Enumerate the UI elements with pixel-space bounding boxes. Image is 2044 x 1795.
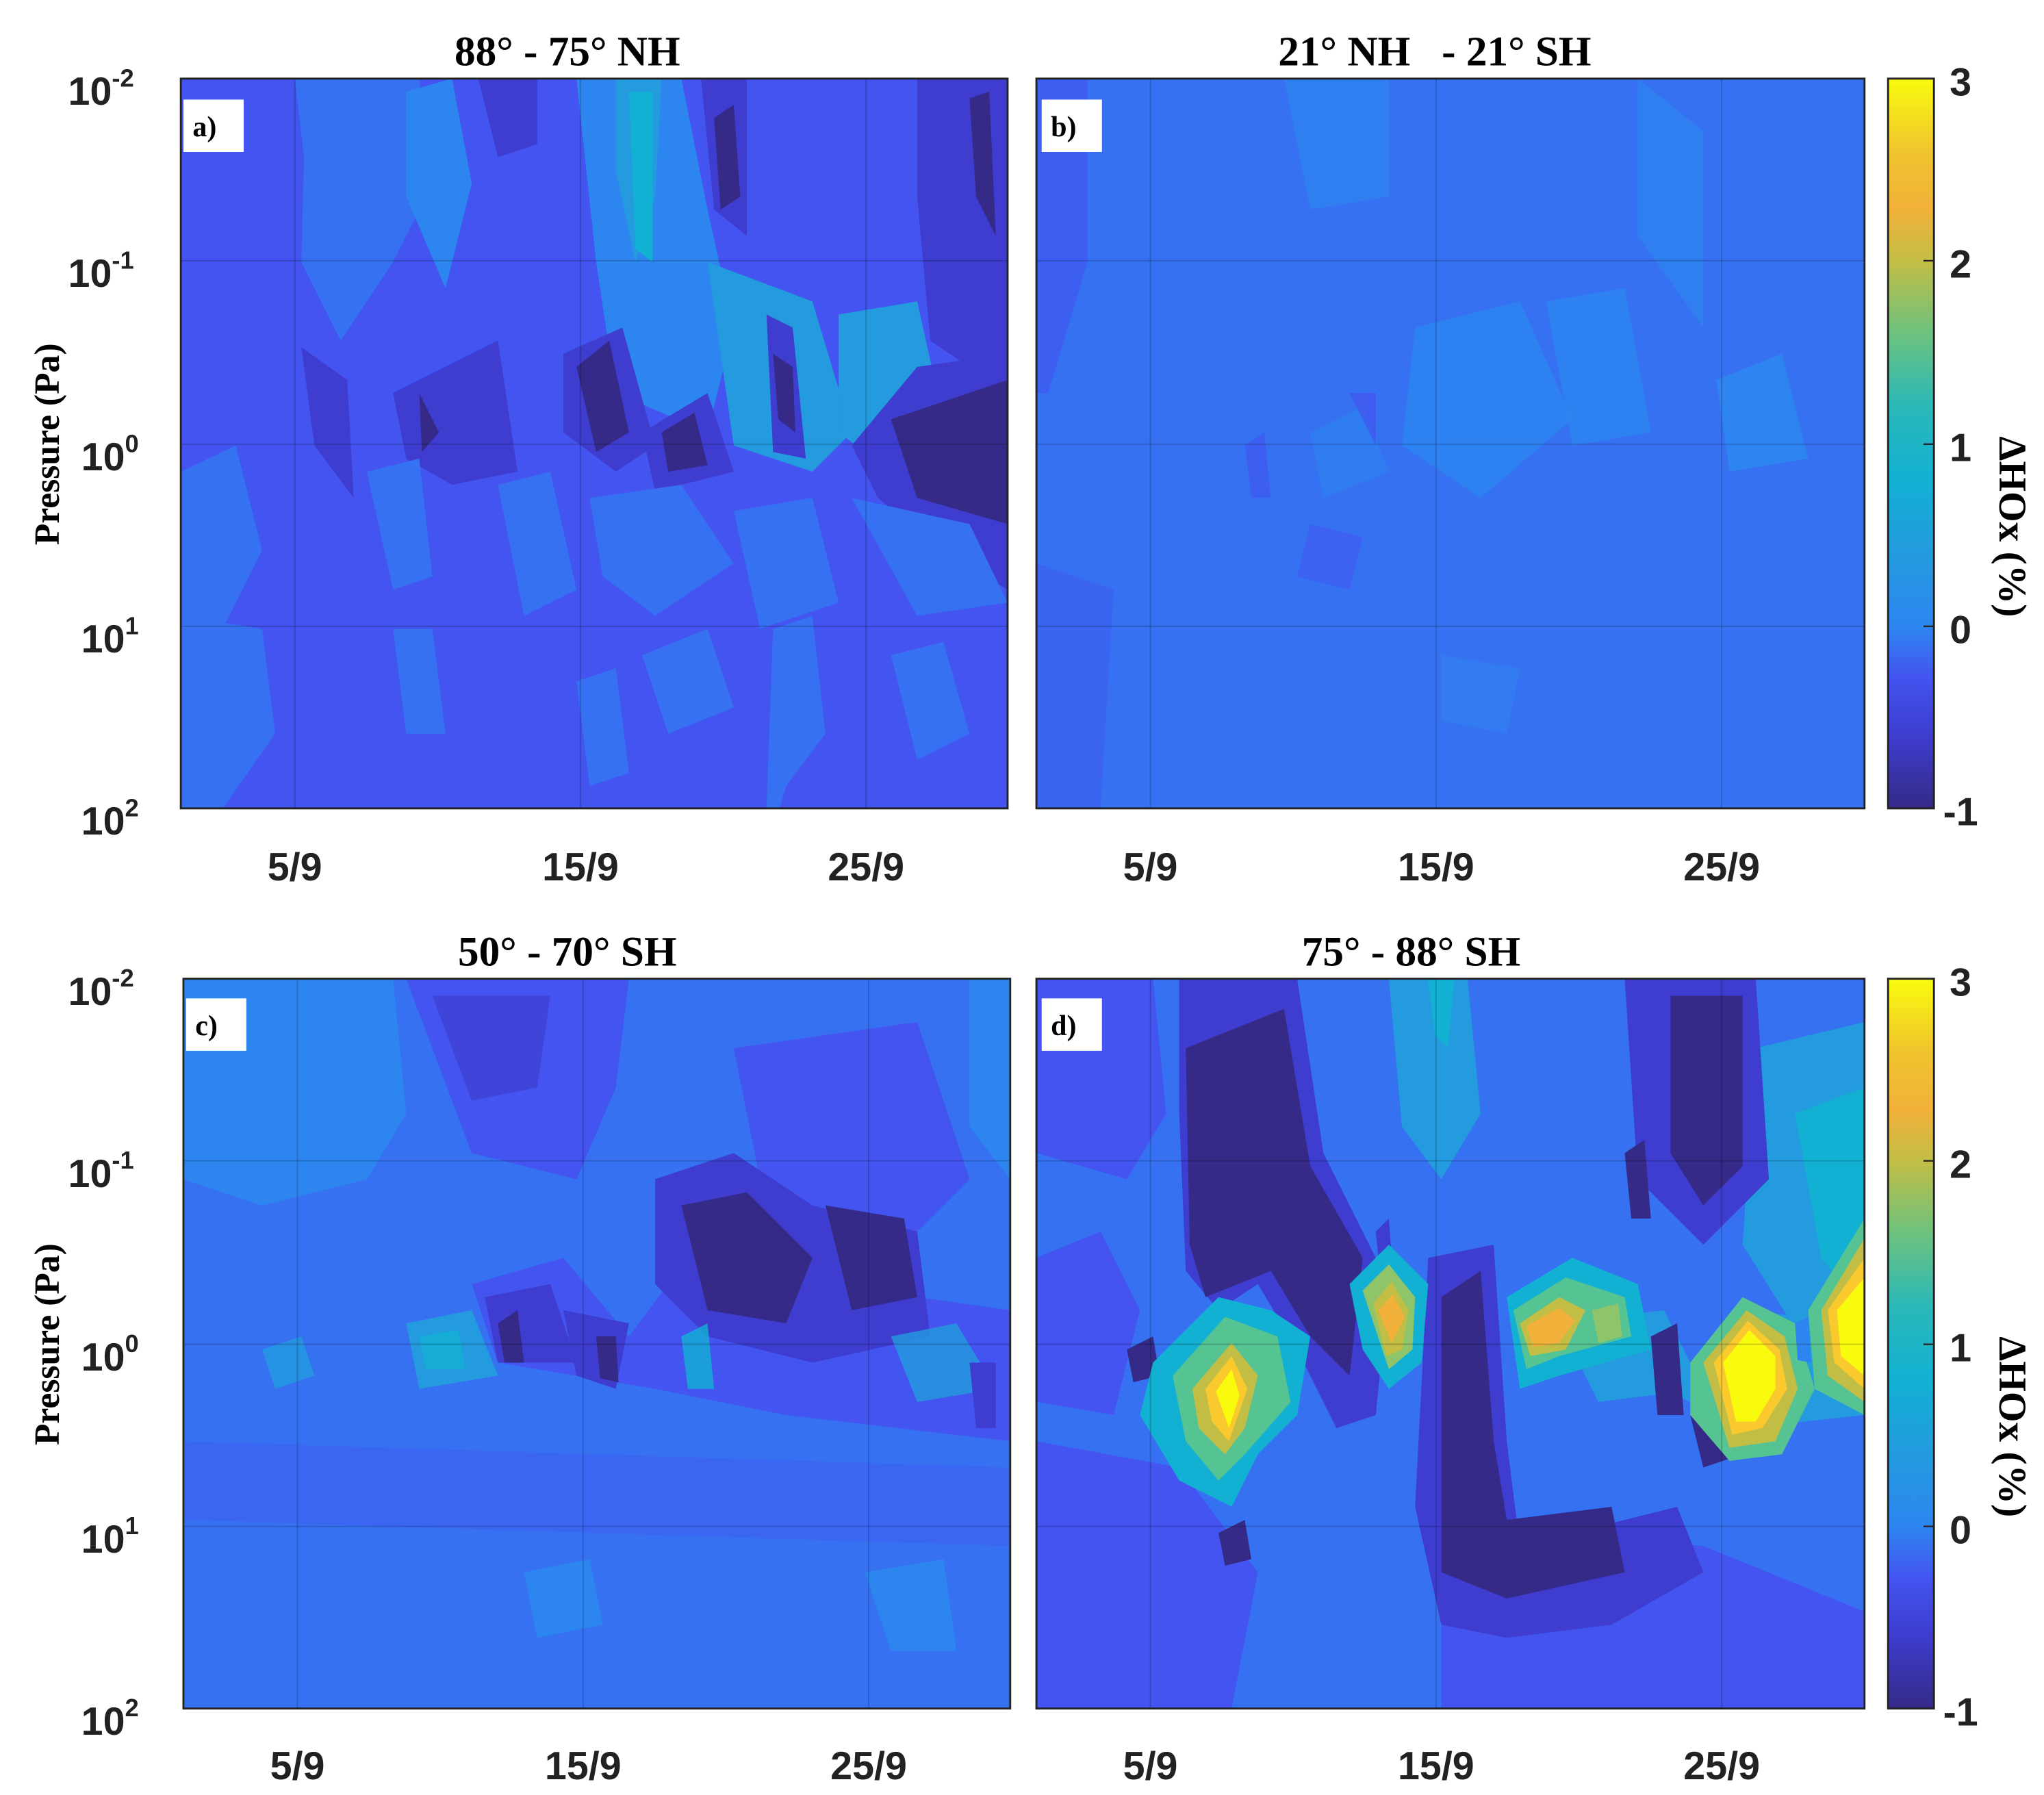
panel-b: 21° NH - 21° SH b)	[1035, 29, 1866, 810]
panel-c: 50° - 70° SH	[182, 929, 1012, 1710]
svg-text:5/9: 5/9	[270, 1744, 325, 1788]
svg-text:102: 102	[81, 793, 139, 843]
panel-d-label: d)	[1051, 1010, 1076, 1042]
svg-text:25/9: 25/9	[830, 1744, 907, 1788]
panel-a-axes-box	[179, 77, 1009, 810]
panel-d-label-box	[1041, 998, 1102, 1051]
panel-b-label: b)	[1051, 111, 1076, 143]
svg-text:101: 101	[81, 1512, 139, 1562]
panel-a-contours	[181, 78, 1008, 809]
svg-text:100: 100	[81, 429, 139, 479]
svg-text:10-2: 10-2	[68, 964, 134, 1014]
panel-c-axes-box	[182, 978, 1012, 1710]
svg-text:5/9: 5/9	[268, 845, 322, 889]
svg-text:10-1: 10-1	[68, 246, 134, 296]
svg-text:2: 2	[1950, 243, 1971, 287]
svg-text:101: 101	[81, 611, 139, 661]
x-ticks-b: 5/9 15/9 25/9	[1123, 845, 1760, 889]
y-axis-top: Pressure (Pa) 10-2 10-1 100 101 102	[28, 64, 139, 843]
panel-b-contours	[1036, 78, 1865, 809]
svg-text:2: 2	[1950, 1143, 1971, 1187]
svg-text:3: 3	[1950, 61, 1971, 105]
svg-text:1: 1	[1950, 1327, 1971, 1371]
panel-a-grid	[181, 78, 1008, 809]
svg-text:5/9: 5/9	[1123, 845, 1178, 889]
colorbar-label-top: ΔHOx (%)	[1991, 436, 2034, 617]
y-axis-label-top: Pressure (Pa)	[28, 343, 67, 545]
panel-c-label: c)	[195, 1010, 218, 1042]
y-axis-label-bottom: Pressure (Pa)	[28, 1243, 67, 1445]
x-ticks-a: 5/9 15/9 25/9	[268, 845, 904, 889]
svg-text:15/9: 15/9	[545, 1744, 622, 1788]
colorbar-label-bottom: ΔHOx (%)	[1991, 1336, 2034, 1517]
panel-b-title: 21° NH - 21° SH	[1278, 29, 1591, 75]
panel-d-contours	[1036, 978, 1865, 1709]
panel-c-grid	[183, 978, 1010, 1709]
y-axis-bottom: Pressure (Pa) 10-2 10-1 100 101 102	[28, 964, 139, 1744]
panel-d: 75° - 88° SH	[1035, 929, 1866, 1710]
svg-text:100: 100	[81, 1329, 139, 1379]
svg-text:15/9: 15/9	[1398, 845, 1474, 889]
panel-d-grid	[1036, 978, 1865, 1709]
panel-d-title: 75° - 88° SH	[1302, 929, 1520, 976]
svg-text:0: 0	[1950, 609, 1971, 652]
colorbar-bottom: 3 2 1 0 -1 ΔHOx (%)	[1887, 961, 2034, 1735]
svg-text:15/9: 15/9	[542, 845, 619, 889]
svg-text:1: 1	[1950, 427, 1971, 470]
panel-c-title: 50° - 70° SH	[458, 929, 676, 976]
colorbar-top: 3 2 1 0 -1 ΔHOx (%)	[1887, 61, 2034, 835]
svg-text:0: 0	[1950, 1509, 1971, 1553]
x-ticks-c: 5/9 15/9 25/9	[270, 1744, 907, 1788]
y-ticks-bottom: 10-2 10-1 100 101 102	[68, 964, 139, 1744]
svg-text:10-2: 10-2	[68, 64, 134, 114]
x-ticks-d: 5/9 15/9 25/9	[1123, 1744, 1760, 1788]
svg-text:102: 102	[81, 1694, 139, 1744]
panel-a-label: a)	[192, 111, 216, 143]
panel-b-label-box	[1041, 99, 1102, 153]
svg-text:25/9: 25/9	[1683, 845, 1760, 889]
panel-c-label-box	[186, 998, 246, 1051]
panel-c-contours	[183, 978, 1010, 1709]
svg-text:-1: -1	[1943, 791, 1978, 835]
svg-text:15/9: 15/9	[1398, 1744, 1474, 1788]
y-ticks-top: 10-2 10-1 100 101 102	[68, 64, 139, 843]
panel-a-label-box	[183, 99, 244, 153]
svg-text:10-1: 10-1	[68, 1146, 134, 1196]
panel-a-title: 88° - 75° NH	[455, 29, 680, 75]
panel-a: 88° - 75° NH	[179, 29, 1009, 810]
svg-text:5/9: 5/9	[1123, 1744, 1178, 1788]
svg-text:25/9: 25/9	[1683, 1744, 1760, 1788]
panel-b-axes-box	[1035, 77, 1866, 810]
svg-text:25/9: 25/9	[828, 845, 904, 889]
panel-b-grid	[1036, 78, 1865, 809]
panel-d-axes-box	[1035, 978, 1866, 1710]
svg-text:-1: -1	[1943, 1691, 1978, 1735]
svg-text:3: 3	[1950, 961, 1971, 1005]
